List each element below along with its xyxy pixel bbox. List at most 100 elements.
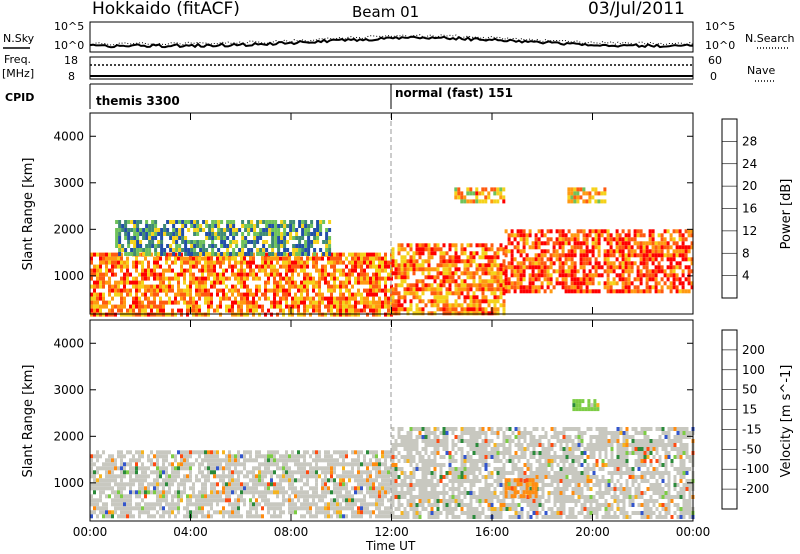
echo-cell: [342, 272, 345, 277]
echo-cell: [457, 483, 461, 487]
echo-cell: [231, 256, 234, 261]
echo-cell: [606, 289, 610, 294]
echo-cell: [181, 248, 185, 252]
echo-cell: [672, 265, 676, 270]
echo-cell: [144, 308, 147, 313]
echo-cell: [570, 233, 574, 238]
beam-title: Beam 01: [352, 3, 419, 21]
echo-cell: [621, 249, 625, 254]
echo-cell: [271, 248, 275, 252]
echo-cell: [177, 506, 180, 511]
echo-cell: [169, 244, 173, 248]
echo-cell: [394, 307, 398, 312]
echo-cell: [327, 514, 330, 519]
echo-cell: [511, 431, 515, 435]
echo-cell: [327, 304, 330, 309]
echo-cell: [612, 253, 616, 258]
echo-cell: [442, 439, 446, 443]
echo-cell: [333, 284, 336, 289]
echo-cell: [234, 264, 237, 269]
echo-cell: [454, 487, 458, 491]
echo-cell: [195, 498, 198, 503]
echo-cell: [288, 494, 291, 499]
echo-cell: [195, 478, 198, 483]
echo-cell: [384, 462, 387, 467]
echo-cell: [496, 507, 500, 511]
echo-cell: [442, 455, 446, 459]
echo-cell: [466, 259, 470, 264]
echo-cell: [427, 299, 431, 304]
echo-cell: [139, 244, 143, 248]
echo-cell: [324, 458, 327, 463]
echo-cell: [198, 276, 201, 281]
echo-cell: [570, 245, 574, 250]
echo-cell: [306, 308, 309, 313]
echo-cell: [217, 236, 221, 240]
echo-cell: [159, 490, 162, 495]
echo-cell: [256, 236, 260, 240]
echo-cell: [342, 498, 345, 503]
echo-cell: [484, 431, 488, 435]
echo-cell: [271, 244, 275, 248]
echo-cell: [328, 248, 332, 252]
echo-cell: [279, 296, 282, 301]
echo-cell: [481, 443, 485, 447]
echo-cell: [454, 499, 458, 503]
echo-cell: [397, 295, 401, 300]
echo-cell: [430, 507, 434, 511]
echo-cell: [198, 284, 201, 289]
echo-cell: [478, 447, 482, 451]
echo-cell: [406, 311, 410, 316]
echo-cell: [327, 288, 330, 293]
echo-cell: [481, 451, 485, 455]
echo-cell: [660, 257, 664, 262]
echo-cell: [499, 275, 503, 280]
echo-cell: [384, 276, 387, 281]
echo-cell: [493, 455, 497, 459]
echo-cell: [207, 292, 210, 297]
echo-cell: [507, 233, 511, 238]
echo-cell: [282, 490, 285, 495]
echo-cell: [210, 454, 213, 459]
echo-cell: [267, 256, 270, 261]
echo-cell: [439, 279, 443, 284]
echo-cell: [231, 264, 234, 269]
echo-cell: [517, 431, 521, 435]
echo-cell: [475, 447, 479, 451]
echo-cell: [129, 470, 132, 475]
echo-cell: [463, 247, 467, 252]
echo-cell: [129, 458, 132, 463]
echo-cell: [171, 260, 174, 265]
echo-cell: [198, 510, 201, 515]
echo-cell: [315, 510, 318, 515]
echo-cell: [132, 300, 135, 305]
echo-cell: [198, 288, 201, 293]
echo-cell: [243, 260, 246, 265]
echo-cell: [312, 264, 315, 269]
echo-cell: [406, 287, 410, 292]
echo-cell: [345, 454, 348, 459]
echo-cell: [156, 276, 159, 281]
echo-cell: [210, 304, 213, 309]
echo-cell: [366, 502, 369, 507]
echo-cell: [487, 503, 491, 507]
cpid-mode-1: themis 3300: [96, 94, 180, 108]
echo-cell: [487, 487, 491, 491]
echo-cell: [469, 487, 473, 491]
echo-cell: [258, 470, 261, 475]
echo-cell: [336, 256, 339, 261]
echo-cell: [204, 260, 207, 265]
echo-cell: [117, 498, 120, 503]
echo-cell: [265, 228, 269, 232]
echo-cell: [147, 458, 150, 463]
echo-cell: [387, 308, 390, 313]
echo-cell: [387, 470, 390, 475]
echo-cell: [156, 490, 159, 495]
echo-cell: [180, 252, 183, 257]
echo-cell: [490, 491, 494, 495]
echo-cell: [129, 450, 132, 455]
echo-cell: [204, 288, 207, 293]
echo-cell: [184, 224, 188, 228]
echo-cell: [466, 439, 470, 443]
echo-cell: [436, 511, 440, 515]
